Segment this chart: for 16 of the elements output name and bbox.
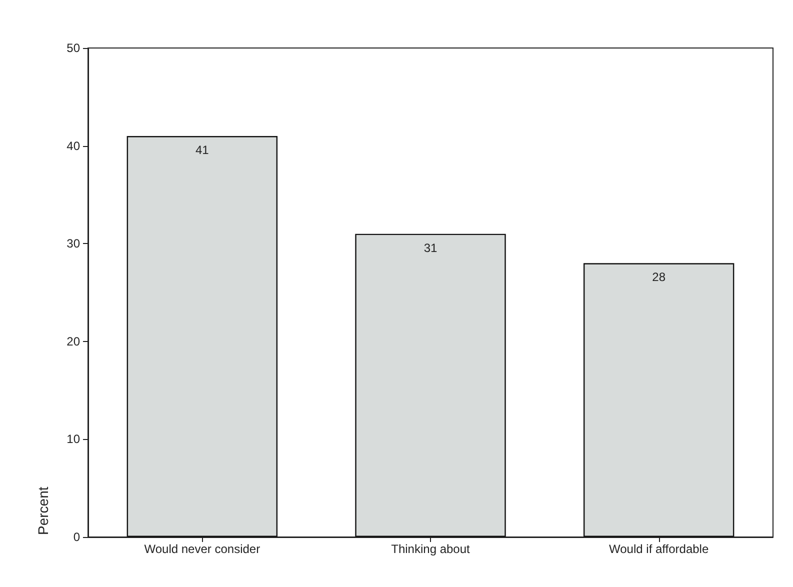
bar — [355, 234, 506, 537]
x-tick-label: Would if affordable — [609, 542, 709, 556]
y-tick-label: 30 — [66, 236, 80, 251]
bar — [583, 263, 734, 537]
y-tick-label: 0 — [73, 530, 80, 544]
y-axis-title: Percent — [35, 486, 51, 535]
data-label: 28 — [652, 270, 666, 284]
y-tick-label: 10 — [66, 432, 80, 446]
x-tick-label: Thinking about — [391, 542, 471, 556]
data-label: 41 — [195, 143, 210, 158]
x-tick-label: Would never consider — [144, 542, 260, 556]
y-tick-label: 40 — [66, 138, 80, 153]
y-tick-label: 50 — [66, 41, 80, 55]
bar — [126, 136, 278, 537]
y-tick-label: 20 — [66, 334, 80, 348]
data-label: 31 — [424, 240, 438, 255]
